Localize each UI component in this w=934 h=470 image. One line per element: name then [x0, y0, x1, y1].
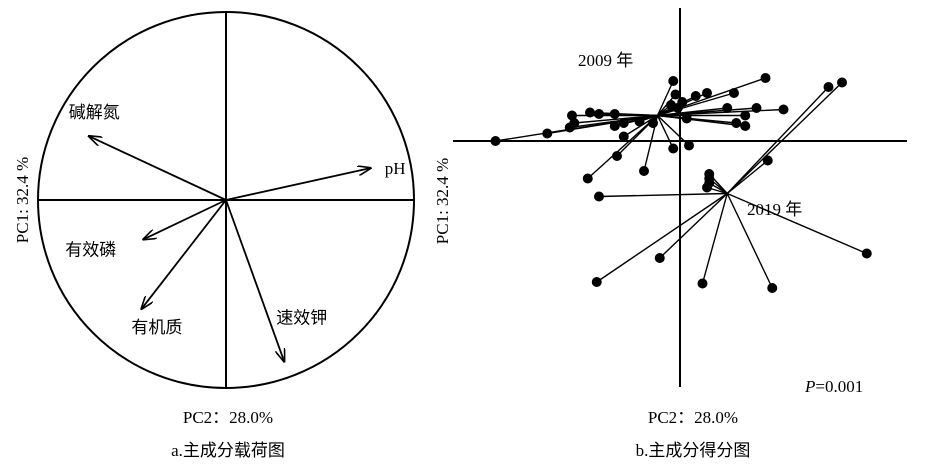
- score-spoke: [574, 114, 658, 124]
- score-point-2019: [767, 283, 778, 293]
- score-points: [490, 73, 872, 293]
- score-spoke: [656, 115, 674, 149]
- score-point-2019: [654, 253, 665, 263]
- score-point-2009: [567, 110, 577, 121]
- score-spoke: [726, 193, 773, 289]
- score-plot: 2009 年 2019 年 P=0.001 PC1: 32.4 % PC2：28…: [433, 8, 907, 460]
- score-ylabel: PC1: 32.4 %: [433, 158, 452, 244]
- score-point-2019: [861, 248, 872, 259]
- score-point-2009: [639, 166, 649, 176]
- score-spoke: [659, 192, 728, 259]
- loading-vector-label: 速效钾: [276, 309, 327, 328]
- score-point-2009: [702, 88, 712, 98]
- loading-vector-3: [141, 199, 227, 309]
- score-xlabel: PC2：28.0%: [648, 408, 738, 427]
- score-point-2019: [697, 278, 708, 289]
- score-spoke: [726, 81, 843, 195]
- group-label-2009: 2009 年: [578, 51, 633, 70]
- score-spoke: [701, 193, 728, 284]
- score-point-2009: [490, 136, 501, 146]
- score-spoke: [587, 114, 658, 180]
- score-point-2019: [591, 277, 602, 287]
- score-point-2009: [690, 91, 701, 101]
- score-point-2019: [837, 77, 847, 88]
- score-point-2009: [740, 121, 751, 131]
- score-point-2009: [751, 103, 762, 113]
- loading-vector-label: pH: [385, 159, 406, 178]
- loading-vector-label: 有效磷: [65, 240, 116, 259]
- score-point-2009: [684, 140, 694, 151]
- loading-vector-4: [225, 199, 284, 362]
- group-label-2019: 2019 年: [747, 200, 802, 219]
- score-spoke: [657, 108, 784, 117]
- score-point-2009: [668, 143, 679, 154]
- score-point-2009: [670, 89, 681, 100]
- loading-vector-0: [89, 136, 227, 201]
- score-point-2009: [729, 88, 739, 98]
- score-point-2019: [702, 182, 712, 193]
- score-point-2009: [634, 116, 645, 127]
- score-point-2009: [740, 110, 751, 121]
- score-point-2009: [585, 107, 595, 118]
- score-point-2009: [677, 97, 688, 107]
- loading-caption: a.主成分载荷图: [171, 441, 285, 460]
- score-point-2019: [594, 191, 604, 202]
- score-point-2009: [569, 118, 580, 128]
- score-point-2009: [668, 76, 679, 86]
- score-spoke: [614, 113, 658, 117]
- score-point-2019: [823, 82, 834, 92]
- score-point-2009: [722, 103, 733, 113]
- score-spoke: [726, 159, 769, 195]
- score-point-2009: [609, 121, 620, 131]
- score-point-2009: [618, 118, 629, 128]
- score-point-2009: [681, 113, 692, 124]
- score-spoke: [596, 192, 728, 283]
- score-point-2009: [609, 109, 620, 119]
- score-point-2019: [762, 155, 773, 166]
- score-spoke: [726, 86, 830, 194]
- p-value-annotation: P=0.001: [804, 377, 863, 396]
- score-spoke: [726, 192, 868, 255]
- score-point-2009: [612, 151, 622, 161]
- loading-ylabel: PC1: 32.4 %: [13, 157, 32, 243]
- score-spoke: [657, 114, 690, 147]
- score-point-2009: [618, 131, 629, 142]
- score-point-2009: [760, 73, 771, 83]
- score-point-2009: [731, 118, 742, 128]
- score-point-2009: [542, 128, 553, 139]
- loading-vector-1: [225, 168, 371, 201]
- score-point-2009: [594, 109, 604, 119]
- loading-vector-label: 有机质: [131, 318, 182, 337]
- score-point-2009: [582, 173, 593, 184]
- score-point-2009: [778, 104, 789, 115]
- score-spoke: [656, 80, 674, 116]
- loading-vector-label: 碱解氮: [69, 103, 120, 122]
- p-value-number: =0.001: [815, 377, 863, 396]
- score-point-2009: [648, 118, 658, 128]
- loading-vector-2: [143, 199, 227, 239]
- score-caption: b.主成分得分图: [636, 441, 751, 460]
- score-spoke: [598, 192, 728, 198]
- loading-xlabel: PC2：28.0%: [183, 408, 273, 427]
